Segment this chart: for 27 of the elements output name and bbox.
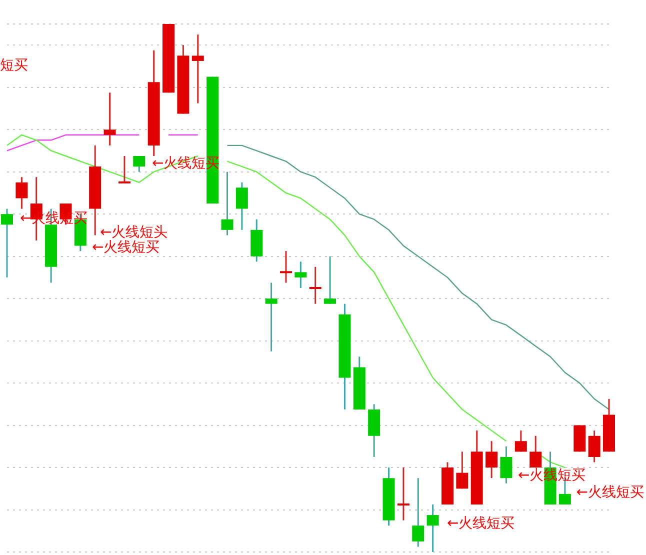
candlestick <box>456 450 468 490</box>
candlestick <box>192 34 204 104</box>
candlestick <box>324 256 336 305</box>
candlestick <box>294 260 307 289</box>
annotation: ←火线短头 <box>100 224 168 241</box>
candlestick <box>530 435 542 468</box>
candlestick <box>309 266 322 305</box>
candlestick <box>514 430 527 452</box>
candlestick <box>486 440 498 479</box>
annotation: ←火线短买 <box>92 240 160 256</box>
annotation: ←火线短买 <box>447 516 515 532</box>
candlestick <box>104 92 116 146</box>
candlestick <box>16 176 28 210</box>
candlestick <box>412 477 424 548</box>
candlestick <box>426 504 439 553</box>
candlestick <box>280 250 292 284</box>
annotation: 短买 <box>0 58 28 74</box>
candlestick <box>118 155 130 184</box>
candlestick <box>133 155 146 173</box>
candlestick <box>588 430 600 463</box>
candlestick <box>397 466 410 522</box>
candlestick <box>1 208 13 278</box>
annotation: ←火线短买 <box>576 484 644 501</box>
candlestick <box>236 182 248 231</box>
candlestick <box>265 282 278 352</box>
candlestick <box>500 446 512 484</box>
candlestick <box>221 171 234 236</box>
